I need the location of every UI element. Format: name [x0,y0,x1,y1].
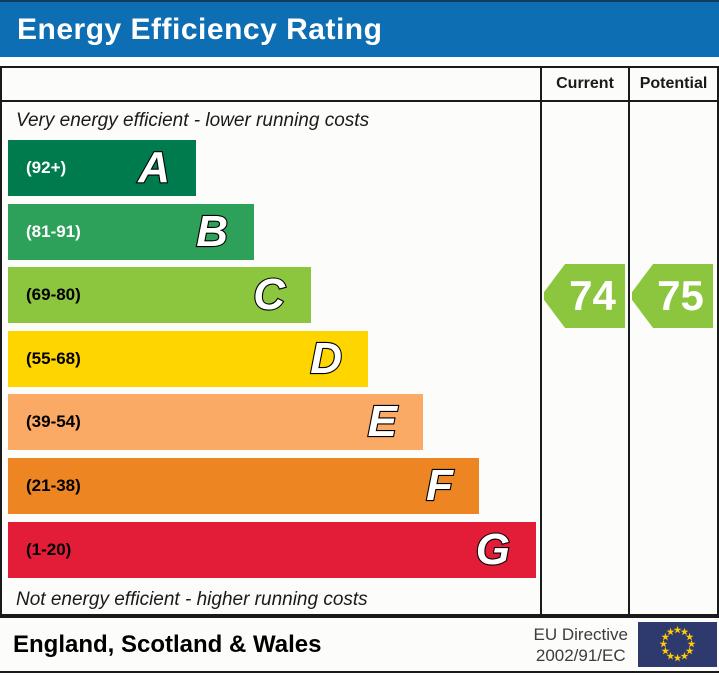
band-bar: (21-38) F [8,457,479,514]
title-bar: Energy Efficiency Rating [0,0,719,57]
eu-directive-line2: 2002/91/EC [535,645,626,665]
region-label: England, Scotland & Wales [13,630,322,658]
potential-value-cell: 75 [628,100,717,614]
band-range-label: (81-91) [26,221,81,241]
band-bar: (69-80) C [8,267,311,324]
band-range-label: (1-20) [26,539,72,559]
bottom-note: Not energy efficient - higher running co… [16,588,368,610]
band-letter: D [309,333,343,383]
top-note: Very energy efficient - lower running co… [16,110,370,131]
eu-directive-label: EU Directive 2002/91/EC [534,624,628,666]
bands-chart: Very energy efficient - lower running co… [2,100,540,614]
band-letter: C [252,270,286,320]
potential-rating-value: 75 [657,272,704,319]
band-bar: (55-68) D [8,330,368,387]
band-bar: (39-54) E [8,394,423,451]
current-rating-value: 74 [569,272,616,319]
band-range-label: (92+) [26,158,67,177]
band-bar: (81-91) B [8,203,254,260]
bands: (92+) A (81-91) B (69-80) C (55-68) D (3… [2,140,540,578]
current-rating-arrow: 74 [544,264,625,328]
band-range-label: (39-54) [26,412,81,432]
band-letter: F [425,460,454,510]
band-letter: B [195,206,229,256]
potential-rating-arrow: 75 [632,264,713,328]
column-header-current: Current [540,68,628,100]
footer: England, Scotland & Wales EU Directive 2… [0,616,719,673]
band-letter: A [137,143,171,192]
band-letter: E [367,397,399,447]
band-range-label: (69-80) [26,285,81,305]
eu-flag-icon [638,622,717,667]
rating-table: Current Potential Very energy efficient … [0,66,719,616]
column-header-potential: Potential [628,68,717,100]
band-bar: (1-20) G [8,521,536,578]
page-title: Energy Efficiency Rating [17,12,383,46]
band-bar: (92+) A [8,140,196,196]
eu-directive-line1: EU Directive [533,624,628,644]
band-range-label: (21-38) [26,475,81,495]
current-value-cell: 74 [540,100,628,614]
band-range-label: (55-68) [26,348,81,368]
band-letter: G [475,524,511,574]
table-corner-cell [2,68,540,100]
